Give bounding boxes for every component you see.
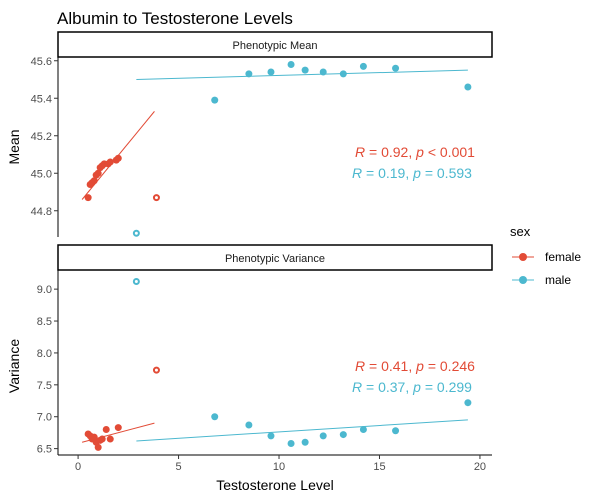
stat-female-variance-p: 0.246 bbox=[440, 358, 475, 374]
strip-variance-label: Phenotypic Variance bbox=[225, 253, 325, 265]
stat-male-variance-r: 0.37 bbox=[378, 379, 405, 395]
legend-female-swatch bbox=[519, 253, 527, 261]
stat-female-variance: R = 0.41, p = 0.246 bbox=[355, 358, 475, 374]
data-point-female bbox=[84, 194, 92, 202]
data-point-female bbox=[114, 424, 122, 432]
data-point-male bbox=[319, 432, 327, 440]
data-point-male bbox=[464, 399, 472, 407]
strip-mean-box bbox=[57, 31, 493, 58]
y-tick-label: 8.0 bbox=[37, 348, 52, 360]
data-point-male bbox=[245, 70, 253, 78]
data-point-male bbox=[245, 421, 253, 429]
data-point-male bbox=[267, 68, 275, 76]
y-tick-label: 45.4 bbox=[31, 93, 52, 105]
x-axis-title: Testosterone Level bbox=[216, 477, 334, 493]
stat-male-mean-r: 0.19 bbox=[378, 165, 405, 181]
stat-female-mean-r: 0.92 bbox=[381, 144, 408, 160]
data-point-male bbox=[339, 70, 347, 78]
data-point-male bbox=[287, 61, 295, 68]
legend-female-label: female bbox=[545, 250, 581, 264]
data-point-male bbox=[267, 432, 275, 440]
data-point-female bbox=[106, 158, 114, 166]
y-tick-label: 7.5 bbox=[37, 380, 52, 392]
y-tick-label: 44.8 bbox=[31, 206, 52, 218]
data-point-female bbox=[114, 154, 122, 162]
y-tick-label: 45.6 bbox=[31, 56, 52, 68]
y-tick-label: 45.0 bbox=[31, 168, 52, 180]
data-point-male bbox=[211, 96, 219, 104]
y-tick-label: 9.0 bbox=[37, 284, 52, 296]
legend-item-male: male bbox=[512, 273, 571, 287]
data-point-male bbox=[287, 440, 295, 448]
x-tick-label: 15 bbox=[373, 461, 385, 473]
outlier-point-female bbox=[152, 194, 160, 202]
data-point-male bbox=[464, 83, 472, 91]
stat-eq: = bbox=[365, 144, 381, 160]
legend-title: sex bbox=[510, 224, 531, 239]
stat-male-mean-p: 0.593 bbox=[437, 165, 472, 181]
data-point-male bbox=[211, 413, 219, 421]
stat-female-variance-pop: = bbox=[428, 358, 436, 374]
legend: sex female male bbox=[510, 224, 581, 287]
x-tick-label: 5 bbox=[175, 461, 181, 473]
data-point-male bbox=[301, 66, 309, 74]
x-tick-label: 0 bbox=[75, 461, 81, 473]
y-tick-label: 6.5 bbox=[37, 444, 52, 456]
stat-male-variance-p: 0.299 bbox=[437, 379, 472, 395]
data-point-male bbox=[359, 425, 367, 433]
stat-female-mean-p: 0.001 bbox=[440, 144, 475, 160]
data-point-female bbox=[94, 169, 102, 177]
legend-male-label: male bbox=[545, 273, 571, 287]
x-tick-label: 10 bbox=[273, 461, 285, 473]
legend-item-female: female bbox=[512, 250, 581, 264]
data-point-male bbox=[319, 68, 327, 76]
stat-female-mean: R = 0.92, p < 0.001 bbox=[355, 144, 475, 160]
stat-female-variance-r: 0.41 bbox=[381, 358, 408, 374]
stat-female-mean-pop: < bbox=[428, 144, 436, 160]
y-axis-title-variance: Variance bbox=[6, 339, 22, 393]
outlier-point-female bbox=[152, 366, 160, 374]
data-point-male bbox=[301, 438, 309, 446]
panel-mean: Phenotypic Mean Mean 44.8 45.0 45.2 45.4 45.… bbox=[6, 31, 493, 237]
chart-title: Albumin to Testosterone Levels bbox=[57, 9, 293, 28]
y-axis-title-mean: Mean bbox=[6, 129, 22, 164]
data-point-female bbox=[94, 443, 102, 451]
data-point-male bbox=[359, 62, 367, 70]
strip-mean-label: Phenotypic Mean bbox=[233, 40, 318, 52]
x-tick-label: 20 bbox=[474, 461, 486, 473]
fit-line-male bbox=[136, 419, 468, 442]
data-point-female bbox=[90, 177, 98, 185]
data-point-male bbox=[339, 431, 347, 439]
stat-male-mean: R = 0.19, p = 0.593 bbox=[352, 165, 472, 181]
data-point-male bbox=[392, 64, 400, 72]
data-point-male bbox=[392, 427, 400, 435]
outlier-point-male bbox=[132, 229, 140, 237]
y-tick-label: 7.0 bbox=[37, 412, 52, 424]
fit-line-male bbox=[136, 69, 468, 80]
y-tick-label: 45.2 bbox=[31, 131, 52, 143]
strip-variance-box bbox=[57, 244, 493, 271]
data-point-female bbox=[106, 435, 114, 443]
y-tick-label: 8.5 bbox=[37, 316, 52, 328]
data-point-female bbox=[98, 435, 106, 443]
stat-male-mean-pop: = bbox=[425, 165, 433, 181]
stat-male-variance: R = 0.37, p = 0.299 bbox=[352, 379, 472, 395]
stat-male-variance-pop: = bbox=[425, 379, 433, 395]
data-point-female bbox=[102, 425, 110, 433]
panel-variance: Phenotypic Variance Variance 6.5 7.0 7.5 8.… bbox=[6, 244, 493, 473]
outlier-point-male bbox=[132, 277, 140, 285]
legend-male-swatch bbox=[519, 276, 527, 284]
